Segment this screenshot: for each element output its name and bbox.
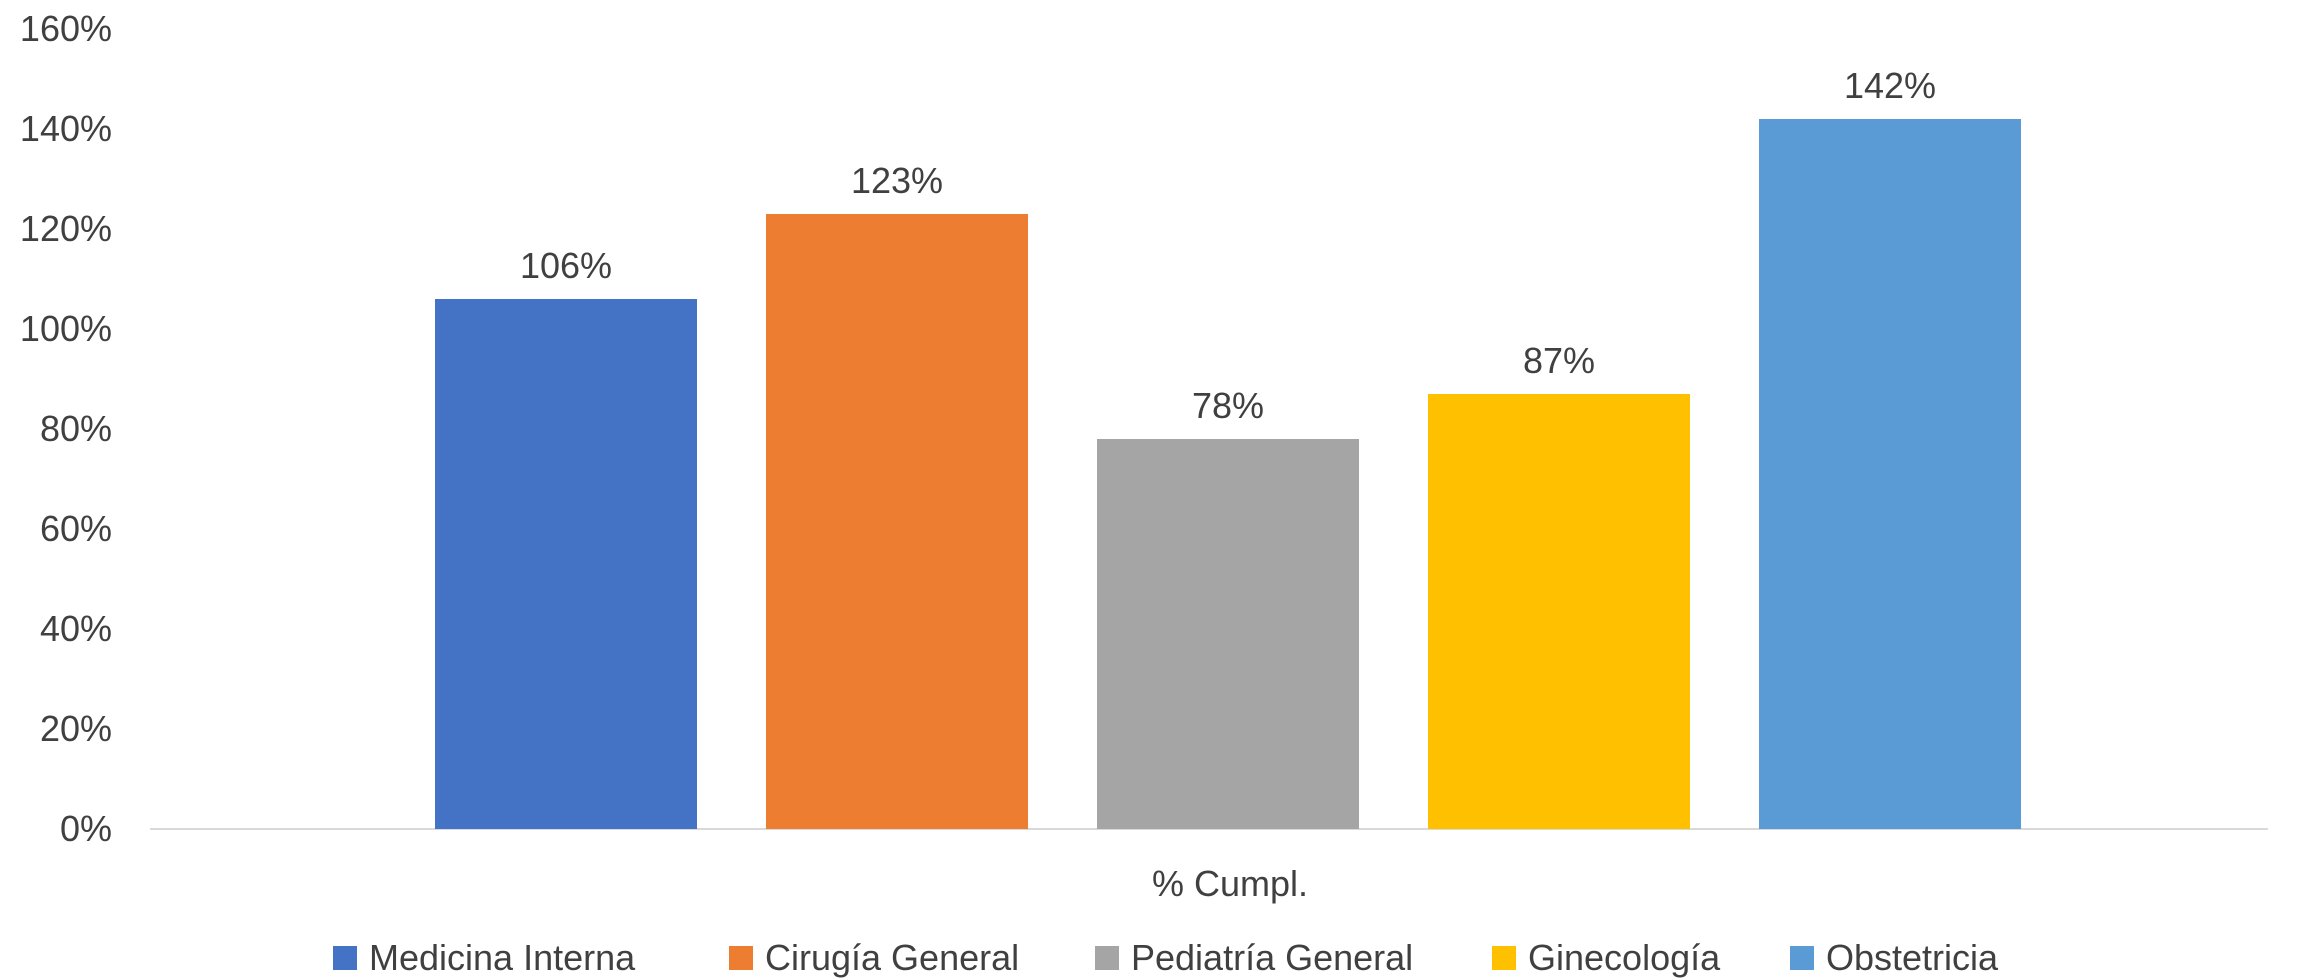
bar-data-label: 78% (1192, 385, 1264, 426)
legend-entry: Pediatría General (1095, 937, 1413, 978)
legend-swatch (1492, 946, 1516, 970)
y-axis: 0% 20% 40% 60% 80% 100% 120% 140% 160% (20, 8, 112, 849)
bar-data-label: 142% (1844, 65, 1936, 106)
legend-label: Cirugía General (765, 937, 1019, 978)
legend-swatch (729, 946, 753, 970)
legend-entry: Ginecología (1492, 937, 1721, 978)
y-tick-label: 60% (40, 508, 112, 549)
legend-entry: Obstetricia (1790, 937, 1999, 978)
y-tick-label: 140% (20, 108, 112, 149)
legend-label: Pediatría General (1131, 937, 1413, 978)
legend-swatch (1095, 946, 1119, 970)
data-labels-group: 106% 123% 78% 87% 142% (520, 65, 1936, 426)
legend-swatch (1790, 946, 1814, 970)
legend-label: Medicina Interna (369, 937, 636, 978)
legend-entry: Cirugía General (729, 937, 1019, 978)
legend: Medicina Interna Cirugía General Pediatría… (333, 937, 1999, 978)
y-tick-label: 80% (40, 408, 112, 449)
legend-swatch (333, 946, 357, 970)
bar-data-label: 87% (1523, 340, 1595, 381)
y-tick-label: 160% (20, 8, 112, 49)
bar-obstetricia (1759, 119, 2021, 829)
bar-pediatria-general (1097, 439, 1359, 829)
y-tick-label: 20% (40, 708, 112, 749)
y-tick-label: 40% (40, 608, 112, 649)
bar-medicina-interna (435, 299, 697, 829)
bars-group (435, 119, 2021, 829)
bar-data-label: 106% (520, 245, 612, 286)
y-tick-label: 100% (20, 308, 112, 349)
legend-label: Obstetricia (1826, 937, 1999, 978)
legend-entry: Medicina Interna (333, 937, 636, 978)
y-tick-label: 0% (60, 808, 112, 849)
y-tick-label: 120% (20, 208, 112, 249)
legend-label: Ginecología (1528, 937, 1721, 978)
bar-data-label: 123% (851, 160, 943, 201)
bar-ginecologia (1428, 394, 1690, 829)
category-label: % Cumpl. (1152, 863, 1308, 904)
bar-cirugia-general (766, 214, 1028, 829)
